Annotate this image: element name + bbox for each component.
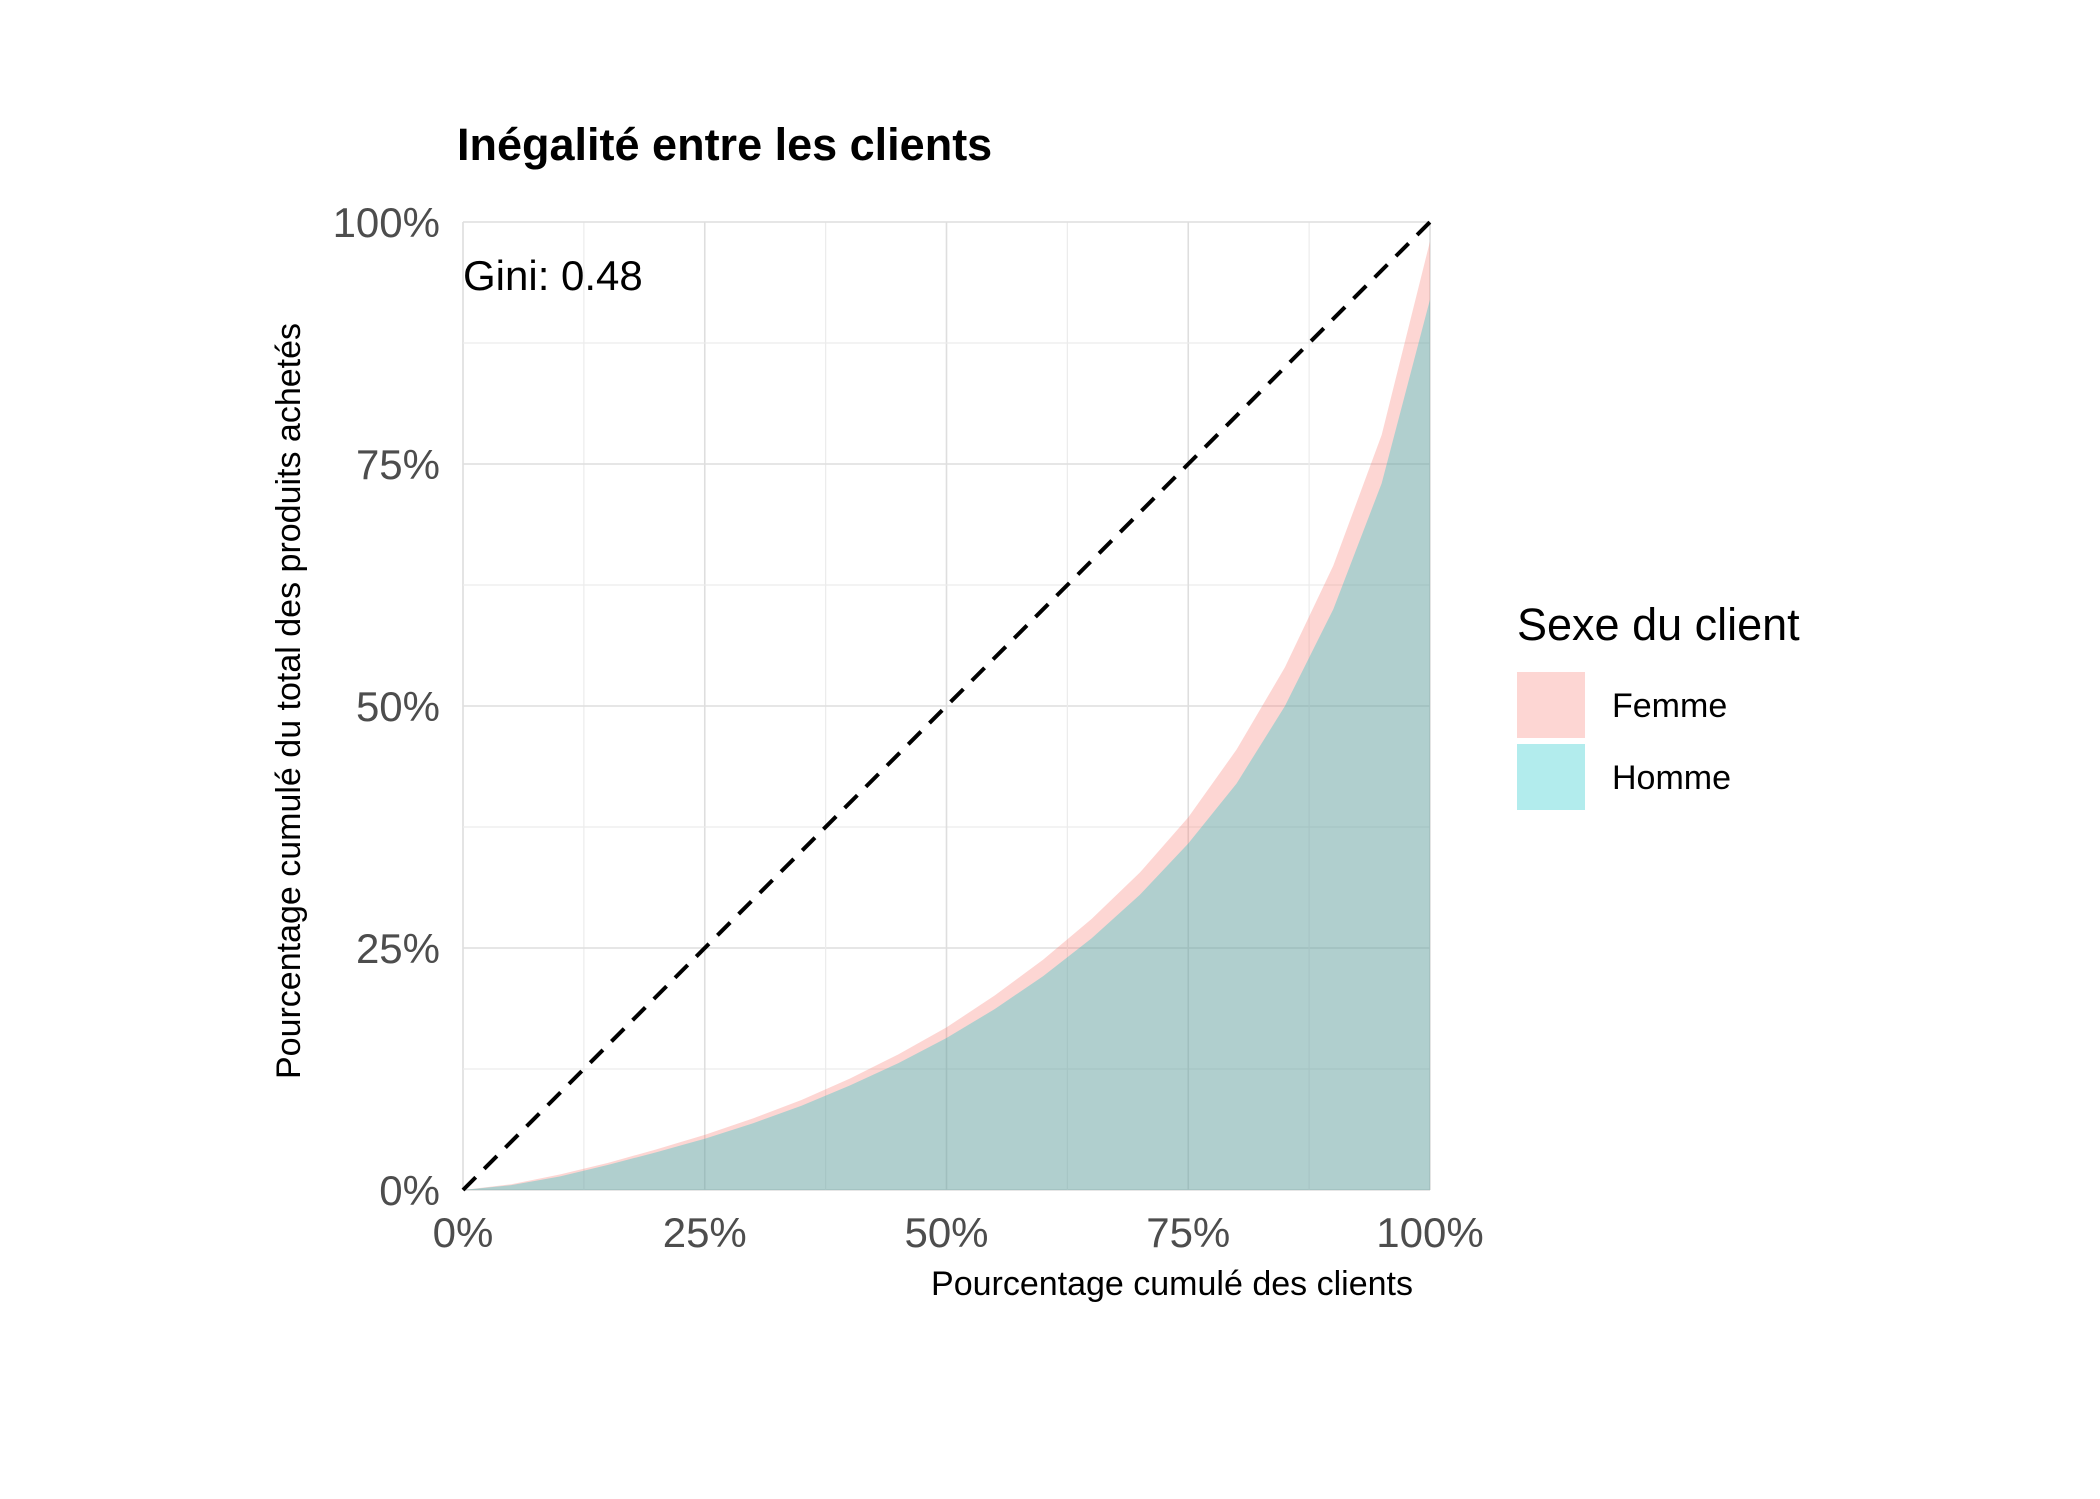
x-axis-label: Pourcentage cumulé des clients: [931, 1265, 1413, 1303]
grid: [462, 221, 1431, 1191]
x-tick-label: 50%: [904, 1209, 988, 1256]
legend-key-homme: [1517, 744, 1585, 810]
x-axis-ticks: 0% 25% 50% 75% 100%: [433, 1209, 1484, 1256]
y-axis-label: Pourcentage cumulé du total des produits…: [270, 323, 308, 1079]
legend-label-homme: Homme: [1612, 759, 1731, 797]
x-tick-label: 0%: [433, 1209, 494, 1256]
legend-key-femme: [1517, 672, 1585, 738]
y-tick-label: 75%: [356, 441, 440, 488]
x-tick-label: 25%: [663, 1209, 747, 1256]
x-tick-label: 75%: [1146, 1209, 1230, 1256]
y-tick-label: 100%: [333, 199, 440, 246]
y-tick-label: 50%: [356, 683, 440, 730]
legend-title: Sexe du client: [1517, 599, 1800, 650]
series-areas: [463, 241, 1430, 1191]
gini-annotation: Gini: 0.48: [463, 252, 643, 299]
y-tick-label: 0%: [379, 1167, 440, 1214]
chart-title: Inégalité entre les clients: [457, 119, 992, 170]
equality-reference-line: [461, 220, 1432, 1192]
y-axis-ticks: 0% 25% 50% 75% 100%: [333, 199, 440, 1214]
area-homme: [463, 299, 1430, 1190]
area-femme: [463, 241, 1430, 1191]
legend-label-femme: Femme: [1612, 687, 1727, 725]
legend: Sexe du client Femme Homme: [1517, 599, 1800, 810]
x-tick-label: 100%: [1376, 1209, 1483, 1256]
y-tick-label: 25%: [356, 925, 440, 972]
